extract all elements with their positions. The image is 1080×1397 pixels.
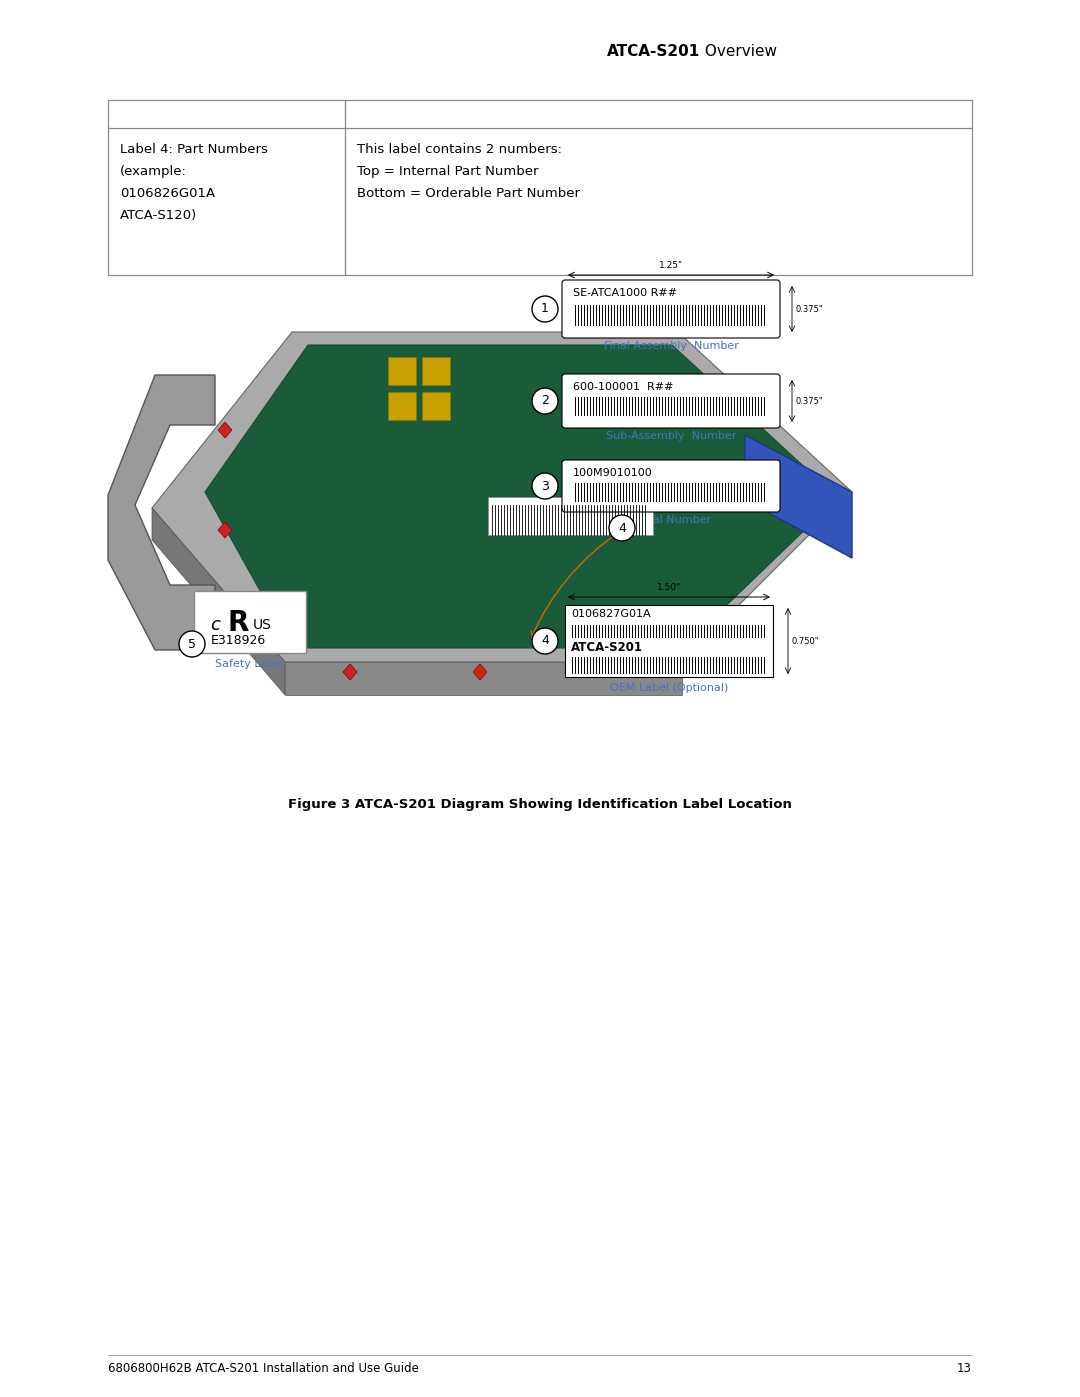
FancyBboxPatch shape xyxy=(388,358,416,386)
Text: Sub-Assembly  Number: Sub-Assembly Number xyxy=(606,432,737,441)
Circle shape xyxy=(532,296,558,321)
Text: 6806800H62B ATCA-S201 Installation and Use Guide: 6806800H62B ATCA-S201 Installation and U… xyxy=(108,1362,419,1375)
Text: 0.375": 0.375" xyxy=(795,305,823,313)
Polygon shape xyxy=(152,332,852,662)
Text: This label contains 2 numbers:
Top = Internal Part Number
Bottom = Orderable Par: This label contains 2 numbers: Top = Int… xyxy=(357,142,580,200)
Text: 1.50": 1.50" xyxy=(657,583,681,592)
Text: 5: 5 xyxy=(188,637,195,651)
Circle shape xyxy=(609,515,635,541)
Polygon shape xyxy=(218,522,232,538)
FancyBboxPatch shape xyxy=(562,460,780,511)
Text: 600-100001  R##: 600-100001 R## xyxy=(573,381,674,393)
Text: 1.25": 1.25" xyxy=(659,261,683,270)
Text: E318926: E318926 xyxy=(211,634,266,647)
Text: c: c xyxy=(211,616,220,634)
Circle shape xyxy=(179,631,205,657)
Polygon shape xyxy=(473,664,487,680)
Circle shape xyxy=(532,388,558,414)
Text: ATCA-S201: ATCA-S201 xyxy=(571,641,643,654)
Polygon shape xyxy=(343,664,357,680)
Text: ATCA-S201: ATCA-S201 xyxy=(607,45,700,60)
Text: 0.750": 0.750" xyxy=(791,637,819,645)
Text: 4: 4 xyxy=(541,634,549,647)
FancyBboxPatch shape xyxy=(488,497,653,535)
Polygon shape xyxy=(745,434,852,557)
Polygon shape xyxy=(205,345,838,648)
Text: 0.375": 0.375" xyxy=(795,397,823,405)
Text: 4: 4 xyxy=(618,521,626,535)
Text: Serial Number: Serial Number xyxy=(631,515,711,525)
Text: 2: 2 xyxy=(541,394,549,408)
Text: SE-ATCA1000 R##: SE-ATCA1000 R## xyxy=(573,288,677,298)
Polygon shape xyxy=(152,509,285,694)
Text: Figure 3 ATCA-S201 Diagram Showing Identification Label Location: Figure 3 ATCA-S201 Diagram Showing Ident… xyxy=(288,798,792,812)
Text: Final Assembly  Number: Final Assembly Number xyxy=(604,341,739,351)
FancyBboxPatch shape xyxy=(562,279,780,338)
FancyBboxPatch shape xyxy=(422,358,450,386)
FancyBboxPatch shape xyxy=(562,374,780,427)
Text: 1: 1 xyxy=(541,303,549,316)
Text: Label 4: Part Numbers
(example:
0106826G01A
ATCA-S120): Label 4: Part Numbers (example: 0106826G… xyxy=(120,142,268,222)
Text: 13: 13 xyxy=(957,1362,972,1375)
Text: Overview: Overview xyxy=(700,45,777,60)
FancyBboxPatch shape xyxy=(194,591,306,652)
Polygon shape xyxy=(285,662,681,694)
Polygon shape xyxy=(593,657,607,673)
FancyBboxPatch shape xyxy=(388,393,416,420)
Text: 3: 3 xyxy=(541,479,549,493)
Text: 0.375": 0.375" xyxy=(795,482,823,490)
Circle shape xyxy=(532,474,558,499)
Text: US: US xyxy=(253,617,271,631)
Polygon shape xyxy=(218,422,232,439)
Circle shape xyxy=(532,629,558,654)
Text: 100M9010100: 100M9010100 xyxy=(573,468,652,478)
FancyBboxPatch shape xyxy=(565,605,773,678)
Text: Safety Label: Safety Label xyxy=(215,659,285,669)
Text: R: R xyxy=(227,609,248,637)
Text: 0106827G01A: 0106827G01A xyxy=(571,609,650,619)
Text: OEM Label (Optional): OEM Label (Optional) xyxy=(610,683,728,693)
Polygon shape xyxy=(218,612,232,629)
FancyBboxPatch shape xyxy=(422,393,450,420)
Polygon shape xyxy=(108,374,215,650)
